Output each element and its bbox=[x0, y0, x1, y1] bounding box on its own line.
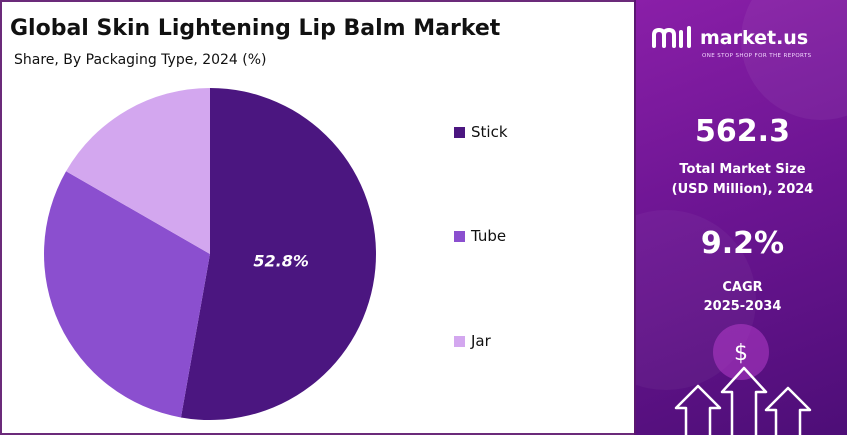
legend-item-stick: Stick bbox=[454, 123, 508, 141]
brand-logo: market.us bbox=[650, 26, 808, 50]
pie-chart: 52.8% bbox=[43, 87, 376, 420]
legend-label-jar: Jar bbox=[471, 332, 491, 350]
legend-swatch-jar bbox=[454, 335, 465, 347]
legend-item-jar: Jar bbox=[454, 332, 491, 350]
legend-swatch-tube bbox=[454, 230, 465, 242]
legend-item-tube: Tube bbox=[454, 227, 506, 245]
dollar-sign-icon: $ bbox=[734, 341, 748, 366]
dollar-coin-icon bbox=[713, 324, 769, 380]
pie-slice-jar bbox=[66, 87, 211, 254]
cagr-label-line2: 2025-2034 bbox=[703, 299, 782, 314]
market-size-label-line2: (USD Million), 2024 bbox=[671, 182, 814, 197]
legend-label-tube: Tube bbox=[471, 227, 507, 245]
pie-slice-tube bbox=[43, 171, 210, 418]
market-size-value: 562.3 bbox=[695, 114, 790, 149]
cagr-value: 9.2% bbox=[700, 226, 785, 261]
brand-name: market.us bbox=[700, 27, 809, 49]
growth-arrows-icon bbox=[674, 366, 812, 435]
brand-tagline: ONE STOP SHOP FOR THE REPORTS bbox=[702, 53, 812, 59]
stats-panel: $ market.us ONE STOP SHOP FOR THE REPORT… bbox=[634, 0, 847, 435]
chart-panel: Global Skin Lightening Lip Balm Market S… bbox=[0, 0, 634, 435]
legend-swatch-stick bbox=[454, 126, 465, 138]
background-decoration: $ bbox=[636, 0, 847, 435]
market-size-label-line1: Total Market Size bbox=[679, 162, 806, 177]
cagr-label-line1: CAGR bbox=[722, 280, 763, 295]
chart-subtitle: Share, By Packaging Type, 2024 (%) bbox=[14, 52, 267, 68]
data-label-stick: 52.8% bbox=[253, 251, 309, 270]
chart-title: Global Skin Lightening Lip Balm Market bbox=[10, 16, 501, 41]
pie-slice-stick bbox=[180, 88, 376, 420]
legend-label-stick: Stick bbox=[471, 123, 508, 141]
market-us-logo-icon bbox=[652, 26, 691, 48]
